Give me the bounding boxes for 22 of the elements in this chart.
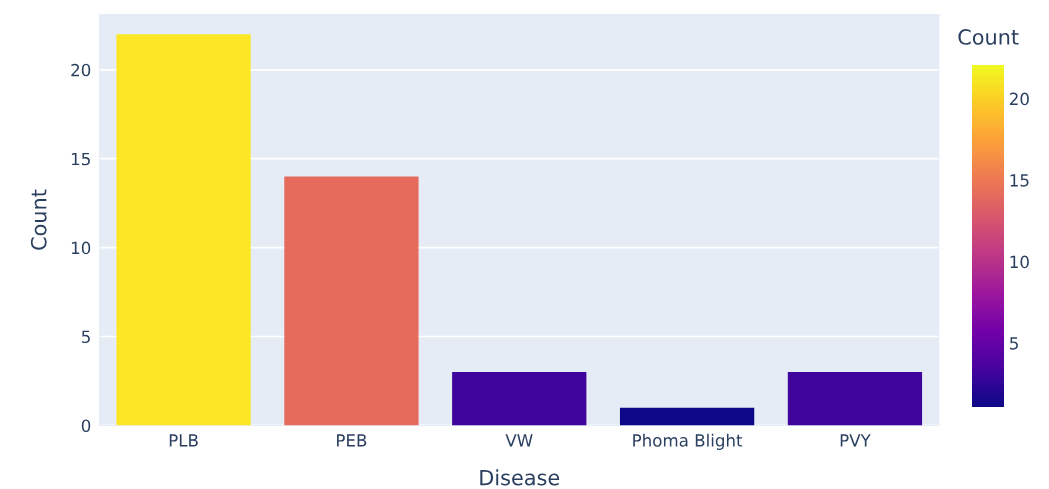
- x-tick-label: VW: [505, 434, 533, 447]
- bar: [787, 372, 923, 426]
- bar: [619, 407, 755, 426]
- y-tick-label: 15: [71, 152, 90, 166]
- y-axis-title: Count: [30, 189, 47, 250]
- x-tick-label: PVY: [840, 434, 871, 447]
- color-bar-label: 15: [1010, 174, 1029, 187]
- y-tick-label: 10: [71, 241, 91, 255]
- x-tick-label: Phoma Blight: [633, 433, 743, 450]
- y-tick-label: 20: [71, 63, 91, 77]
- color-bar-label: 5: [1010, 337, 1018, 350]
- x-tick-label: PLB: [169, 434, 198, 447]
- x-tick-label: PEB: [337, 434, 367, 447]
- color-bar-label: 20: [1009, 92, 1029, 106]
- x-axis-title: Disease: [480, 469, 560, 486]
- color-bar-label: 10: [1010, 255, 1029, 269]
- color-bar-title: Count: [958, 29, 1019, 45]
- bar: [284, 176, 419, 426]
- y-tick-label: 0: [81, 419, 91, 432]
- bar: [116, 34, 251, 426]
- y-tick-label: 5: [82, 330, 90, 344]
- bar: [452, 372, 587, 426]
